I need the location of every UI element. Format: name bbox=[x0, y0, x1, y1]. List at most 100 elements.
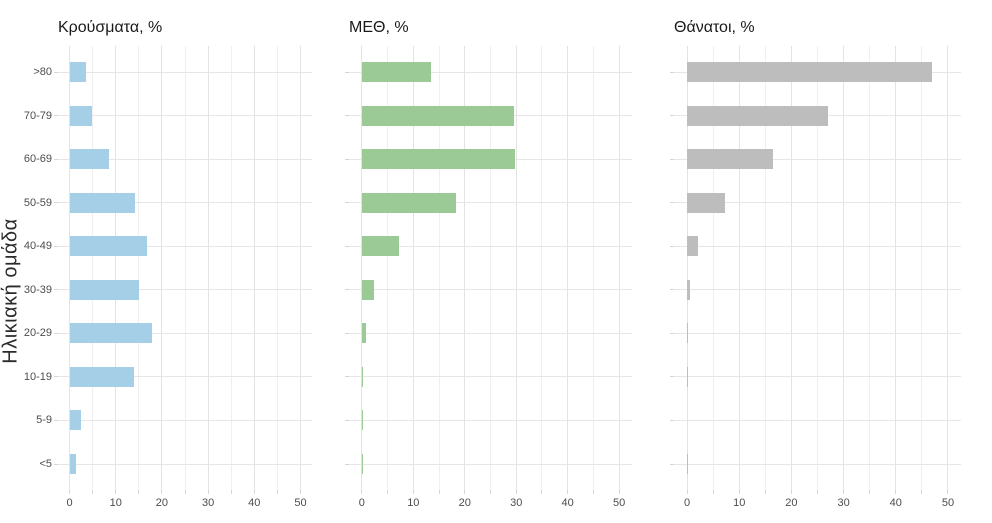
gridline-major bbox=[567, 46, 569, 490]
y-axis-tick bbox=[345, 419, 349, 421]
y-axis-tick bbox=[670, 376, 674, 378]
gridline-row bbox=[58, 376, 312, 378]
gridline-minor bbox=[138, 46, 140, 490]
x-axis-tick bbox=[138, 490, 140, 494]
gridline-row bbox=[58, 245, 312, 247]
gridline-minor bbox=[712, 46, 714, 490]
y-axis-label: <5 bbox=[39, 458, 52, 470]
bar bbox=[687, 323, 689, 344]
y-axis-label: 70-79 bbox=[23, 109, 52, 122]
y-axis-label: 40-49 bbox=[23, 240, 52, 253]
gridline-row bbox=[349, 463, 632, 465]
gridline-row bbox=[674, 463, 961, 465]
y-axis-tick bbox=[54, 202, 58, 204]
gridline-row bbox=[674, 202, 961, 204]
y-axis-tick bbox=[345, 289, 349, 291]
gridline-major bbox=[161, 46, 163, 490]
gridline-row bbox=[674, 289, 961, 291]
x-axis-label: 20 bbox=[155, 497, 169, 509]
bar bbox=[69, 236, 147, 257]
bar bbox=[687, 192, 726, 213]
bar bbox=[69, 279, 140, 300]
gridline-row bbox=[58, 115, 312, 117]
gridline-minor bbox=[490, 46, 491, 490]
x-axis-label: 50 bbox=[294, 497, 307, 509]
y-axis-tick bbox=[670, 289, 674, 291]
x-axis-label: 40 bbox=[248, 497, 261, 509]
gridline-row bbox=[349, 332, 632, 334]
y-axis-label: 10-19 bbox=[23, 370, 52, 383]
x-axis-label: 0 bbox=[683, 497, 691, 509]
gridline-row bbox=[58, 419, 312, 421]
gridline-row bbox=[58, 202, 312, 204]
facet-panel: 0 10 20 30 40 50 bbox=[54, 46, 312, 509]
x-axis-tick bbox=[464, 490, 466, 494]
gridline-minor bbox=[92, 46, 94, 490]
bar bbox=[687, 454, 689, 474]
gridline-minor bbox=[764, 46, 766, 490]
gridline-row bbox=[349, 419, 632, 421]
panel-title-icu: ΜΕΘ, % bbox=[349, 19, 409, 36]
facet-panel: 0 10 20 30 40 50 bbox=[345, 46, 632, 509]
x-axis-label: 20 bbox=[785, 497, 798, 509]
x-axis-tick bbox=[843, 490, 845, 494]
x-axis-tick bbox=[764, 490, 766, 494]
bar bbox=[69, 410, 82, 431]
bar bbox=[69, 149, 109, 170]
x-axis-label: 30 bbox=[201, 497, 215, 509]
gridline-minor bbox=[438, 46, 440, 490]
bar bbox=[687, 366, 689, 387]
y-axis-label: 5-9 bbox=[36, 414, 52, 427]
gridline-major bbox=[895, 46, 897, 490]
y-axis-tick bbox=[54, 463, 58, 465]
x-axis-tick bbox=[92, 490, 94, 494]
gridline-major bbox=[947, 46, 949, 490]
gridline-row bbox=[58, 463, 312, 465]
x-axis-tick bbox=[438, 490, 440, 494]
gridline-major bbox=[686, 46, 688, 490]
x-axis-label: 30 bbox=[837, 497, 850, 509]
y-axis-tick bbox=[345, 332, 349, 334]
gridline-row bbox=[349, 289, 632, 291]
bar bbox=[69, 62, 87, 82]
x-axis-label: 10 bbox=[733, 497, 746, 509]
gridline-major bbox=[515, 46, 517, 490]
gridline-major bbox=[464, 46, 466, 490]
y-axis-label: 20-29 bbox=[23, 327, 52, 340]
gridline-major bbox=[299, 46, 301, 490]
y-axis-tick bbox=[670, 332, 674, 334]
x-axis-label: 0 bbox=[66, 497, 73, 509]
x-axis-tick bbox=[869, 490, 871, 494]
y-axis-tick bbox=[54, 419, 58, 421]
gridline-minor bbox=[230, 46, 232, 490]
y-axis-tick bbox=[54, 115, 58, 117]
gridline-row bbox=[674, 376, 961, 378]
x-axis-tick bbox=[412, 490, 414, 494]
bar bbox=[361, 62, 431, 82]
x-axis-tick bbox=[184, 490, 186, 494]
x-axis-tick bbox=[592, 490, 594, 494]
gridline-row bbox=[349, 202, 632, 204]
x-axis-label: 10 bbox=[407, 497, 420, 509]
x-axis-tick bbox=[115, 490, 117, 494]
x-axis-tick bbox=[618, 490, 620, 494]
panel-title-deaths: Θάνατοι, % bbox=[674, 19, 755, 36]
bar bbox=[687, 62, 933, 82]
y-axis-tick bbox=[345, 115, 349, 117]
gridline-major bbox=[843, 46, 845, 490]
bar bbox=[69, 192, 135, 213]
bar bbox=[687, 279, 691, 300]
y-axis-tick bbox=[670, 202, 674, 204]
x-axis-label: 30 bbox=[510, 497, 523, 509]
x-axis-label: 0 bbox=[358, 497, 365, 509]
gridline-minor bbox=[592, 46, 594, 490]
bar bbox=[361, 192, 457, 213]
x-axis-label: 20 bbox=[458, 497, 471, 509]
bar bbox=[69, 454, 76, 474]
x-axis-tick bbox=[817, 490, 818, 494]
x-axis-tick bbox=[712, 490, 714, 494]
gridline-row bbox=[674, 245, 961, 247]
gridline-row bbox=[58, 71, 312, 73]
x-axis-tick bbox=[541, 490, 543, 494]
